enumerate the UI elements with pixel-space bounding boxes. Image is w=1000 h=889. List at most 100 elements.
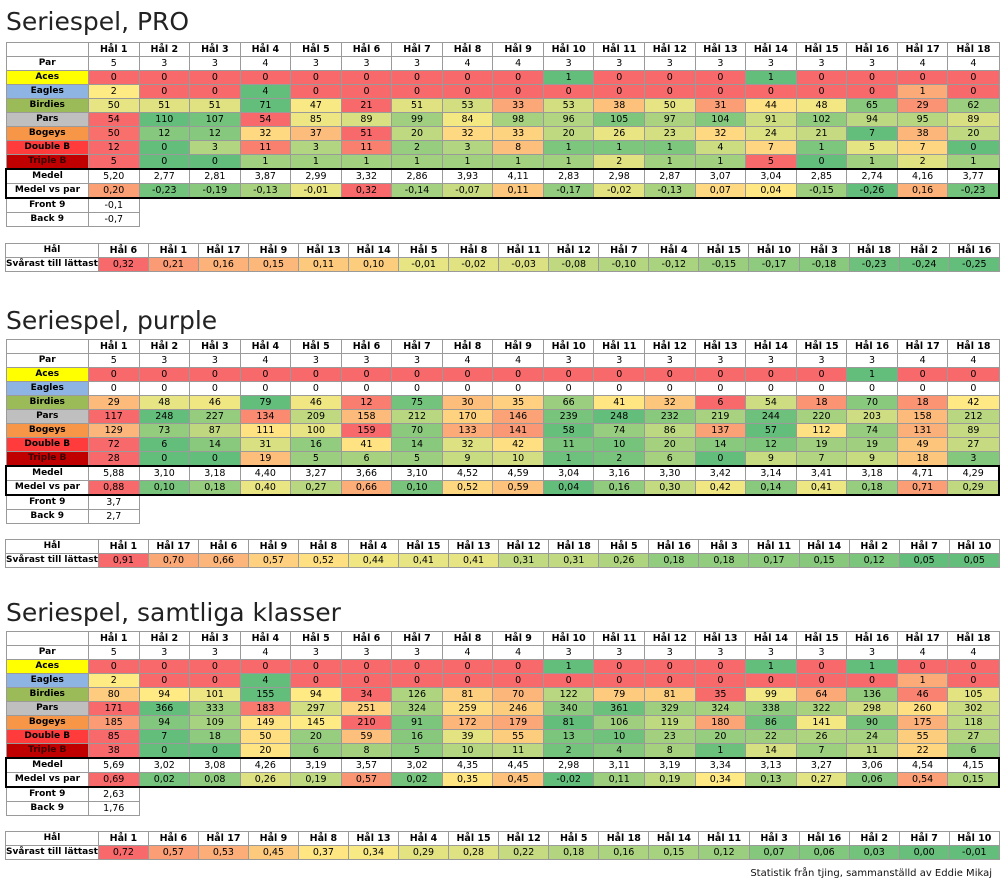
table-row: Medel vs par 0,88 0,10 0,18 0,40 0,27 0,66 0,10… (4, 480, 1000, 496)
row-label-pars: Pars (5, 409, 89, 424)
value-cell: 3 (542, 353, 595, 368)
value-cell: 0 (340, 70, 393, 85)
front9-row: Front 9 -0,1 (5, 197, 999, 213)
ranking-hole-label: Hål (5, 831, 99, 846)
value-cell: 50 (87, 126, 140, 141)
value-cell: 0,19 (290, 772, 342, 788)
value-cell: 126 (391, 687, 443, 702)
value-cell: 16 (290, 437, 342, 452)
value-cell: 0 (391, 70, 443, 85)
value-cell: 3 (846, 645, 898, 660)
value-cell: 0 (189, 70, 241, 85)
value-cell: 1 (239, 154, 292, 170)
value-cell: 6 (340, 451, 393, 467)
value-cell: 0,45 (492, 772, 544, 788)
table-row: Eagles 2 0 0 4 0 0 0 0 0 0 0 0 0 0 0 0 1 0 (5, 673, 1000, 688)
hole-header: Hål 12 (644, 631, 696, 646)
value-cell: 46 (189, 395, 241, 410)
value-cell: 3 (745, 645, 797, 660)
value-cell: 2 (87, 673, 140, 688)
value-cell: 0,20 (87, 183, 140, 199)
value-cell: 29 (896, 98, 949, 113)
value-cell: 0 (694, 659, 747, 674)
value-cell: 0 (846, 84, 898, 99)
value-cell: 3 (846, 353, 898, 368)
value-cell: 183 (239, 701, 292, 716)
value-cell: 18 (795, 395, 848, 410)
back9-label: Back 9 (5, 509, 89, 524)
ranking-value-cell: 0,52 (297, 553, 349, 568)
ranking-value-cell: 0,15 (798, 553, 850, 568)
value-cell: 0 (189, 659, 241, 674)
value-cell: 3,07 (694, 168, 747, 184)
value-cell: 26 (795, 729, 848, 744)
value-cell: -0,26 (846, 183, 898, 199)
value-cell: 2 (542, 743, 595, 759)
value-cell: 0 (290, 367, 342, 382)
value-cell: -0,15 (795, 183, 848, 199)
value-cell: 3 (138, 353, 191, 368)
value-cell: 0,26 (239, 772, 292, 788)
value-cell: 3 (542, 645, 595, 660)
ranking-value-cell: 0,28 (447, 845, 500, 860)
row-label-bogeys: Bogeys (5, 715, 89, 730)
value-cell: 212 (391, 409, 443, 424)
value-cell: 3,27 (290, 465, 342, 481)
value-cell: 1 (694, 743, 747, 759)
row-label-triple-b: Triple B (5, 154, 89, 170)
ranking-hole-header: Hål 17 (197, 831, 249, 846)
hole-header: Hål 7 (391, 339, 443, 354)
row-label-aces: Aces (5, 70, 89, 85)
back9-value: 1,76 (87, 801, 140, 816)
value-cell: 79 (593, 687, 646, 702)
back9-label: Back 9 (5, 212, 89, 227)
value-cell: 32 (694, 126, 747, 141)
value-cell: 0 (492, 84, 544, 99)
value-cell: 86 (644, 423, 696, 438)
value-cell: 0 (593, 84, 646, 99)
value-cell: 0 (189, 673, 241, 688)
value-cell: 20 (644, 437, 696, 452)
value-cell: 0 (239, 70, 292, 85)
value-cell: 4 (239, 673, 292, 688)
ranking-value-cell: 0,15 (247, 257, 299, 272)
value-cell: 0 (947, 659, 1000, 674)
value-cell: 158 (340, 409, 393, 424)
ranking-hole-header: Hål 14 (348, 243, 400, 258)
value-cell: 3,34 (694, 757, 747, 773)
value-cell: 41 (593, 395, 646, 410)
row-label-double-b: Double B (5, 729, 89, 744)
value-cell: 145 (290, 715, 342, 730)
value-cell: 70 (846, 395, 898, 410)
ranking-hole-header: Hål 1 (97, 831, 149, 846)
value-cell: 51 (340, 126, 393, 141)
value-cell: 170 (441, 409, 494, 424)
value-cell: 0 (644, 84, 696, 99)
value-cell: 3 (694, 645, 747, 660)
value-cell: 80 (87, 687, 140, 702)
value-cell: 3,02 (391, 757, 443, 773)
ranking-value-cell: 0,00 (898, 845, 950, 860)
value-cell: 4,40 (239, 465, 292, 481)
value-cell: 4 (492, 56, 544, 71)
value-cell: 27 (947, 729, 1000, 744)
ranking-value-cell: 0,21 (147, 257, 199, 272)
value-cell: 0 (340, 84, 393, 99)
table-row: Medel 5,20 2,77 2,81 3,87 2,99 3,32 2,86 3,93 4,1… (4, 168, 1000, 184)
value-cell: 0,88 (87, 480, 140, 496)
value-cell: 94 (138, 715, 191, 730)
value-cell: 34 (340, 687, 393, 702)
value-cell: 38 (87, 743, 140, 759)
value-cell: 94 (290, 687, 342, 702)
value-cell: 3 (189, 56, 241, 71)
value-cell: 95 (896, 112, 949, 127)
value-cell: 2,87 (644, 168, 696, 184)
row-label-aces: Aces (5, 367, 89, 382)
value-cell: 5 (87, 645, 140, 660)
value-cell: 8 (340, 743, 393, 759)
front9-value: -0,1 (87, 197, 140, 213)
value-cell: 0 (138, 381, 191, 396)
hole-header: Hål 6 (340, 339, 393, 354)
value-cell: 109 (189, 715, 241, 730)
back9-row: Back 9 1,76 (5, 801, 999, 816)
